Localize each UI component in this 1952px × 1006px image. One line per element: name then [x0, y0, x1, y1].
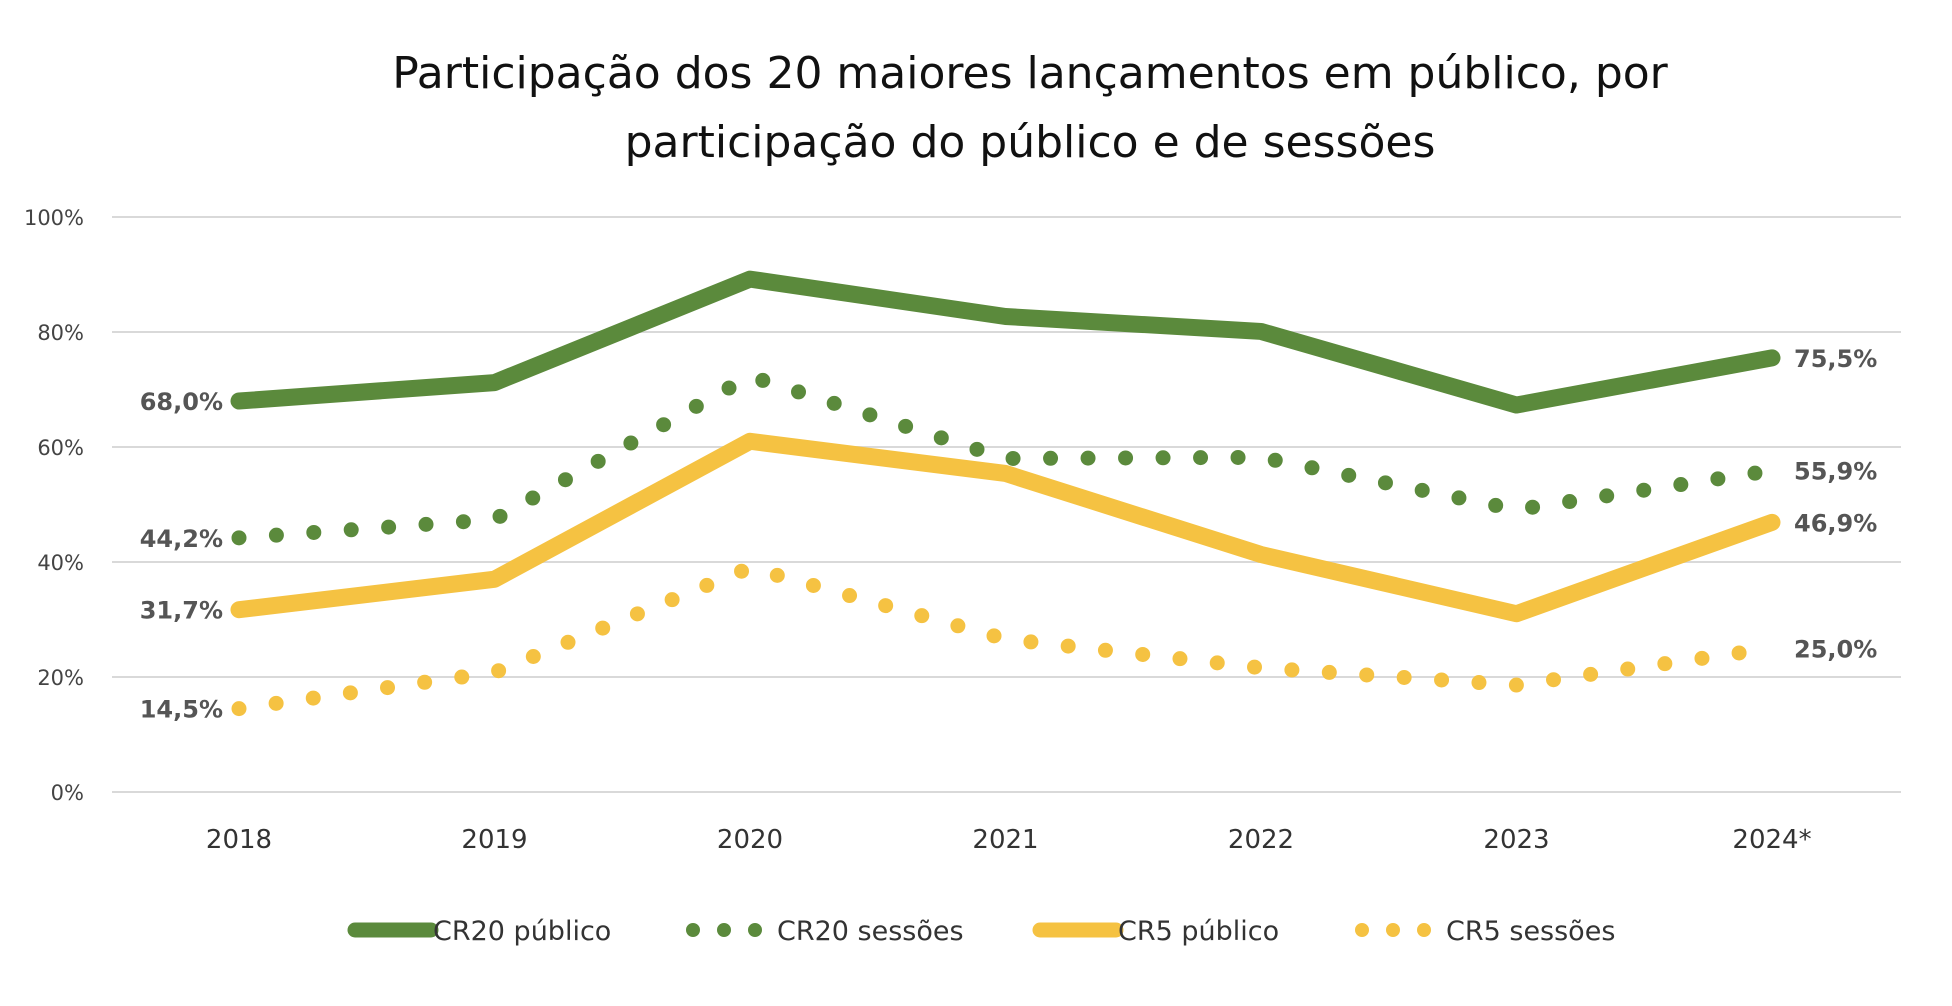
y-axis: 0% 20% 40% 60% 80% 100%	[24, 206, 84, 805]
data-label-first: 44,2%	[140, 525, 223, 553]
data-label-last: 46,9%	[1794, 509, 1877, 537]
data-labels: 68,0% 75,5% 44,2% 55,9% 31,7% 46,9% 14,5% 25,0%	[140, 345, 1878, 724]
data-label-last: 75,5%	[1794, 345, 1877, 373]
legend-label: CR5 público	[1118, 916, 1279, 947]
x-tick-label: 2018	[206, 825, 272, 855]
data-label-first: 68,0%	[140, 388, 223, 416]
y-tick-label: 100%	[24, 206, 84, 230]
gridlines	[112, 217, 1901, 792]
x-axis: 2018 2019 2020 2021 2022 2023 2024*	[206, 825, 1812, 855]
y-tick-label: 40%	[37, 551, 84, 575]
legend: CR20 público CR20 sessões CR5 público CR5 s…	[355, 916, 1615, 947]
x-tick-label: 2023	[1483, 825, 1549, 855]
x-tick-label: 2019	[461, 825, 527, 855]
legend-label: CR20 público	[433, 916, 611, 947]
x-tick-label: 2024*	[1732, 825, 1811, 855]
chart-title-line-1: Participação dos 20 maiores lançamentos …	[392, 48, 1668, 99]
data-label-last: 55,9%	[1794, 458, 1877, 486]
x-tick-label: 2020	[717, 825, 783, 855]
y-tick-label: 0%	[51, 781, 84, 805]
series-lines	[239, 279, 1772, 709]
x-tick-label: 2021	[972, 825, 1038, 855]
data-label-first: 14,5%	[140, 696, 223, 724]
legend-label: CR5 sessões	[1446, 916, 1615, 947]
chart-title-line-2: participação do público e de sessões	[625, 117, 1436, 168]
y-tick-label: 80%	[37, 321, 84, 345]
series-line-cr20-público	[239, 279, 1772, 405]
legend-label: CR20 sessões	[777, 916, 964, 947]
y-tick-label: 20%	[37, 666, 84, 690]
y-tick-label: 60%	[37, 436, 84, 460]
series-line-cr5-público	[239, 441, 1772, 614]
x-tick-label: 2022	[1228, 825, 1294, 855]
data-label-last: 25,0%	[1794, 635, 1877, 663]
data-label-first: 31,7%	[140, 597, 223, 625]
